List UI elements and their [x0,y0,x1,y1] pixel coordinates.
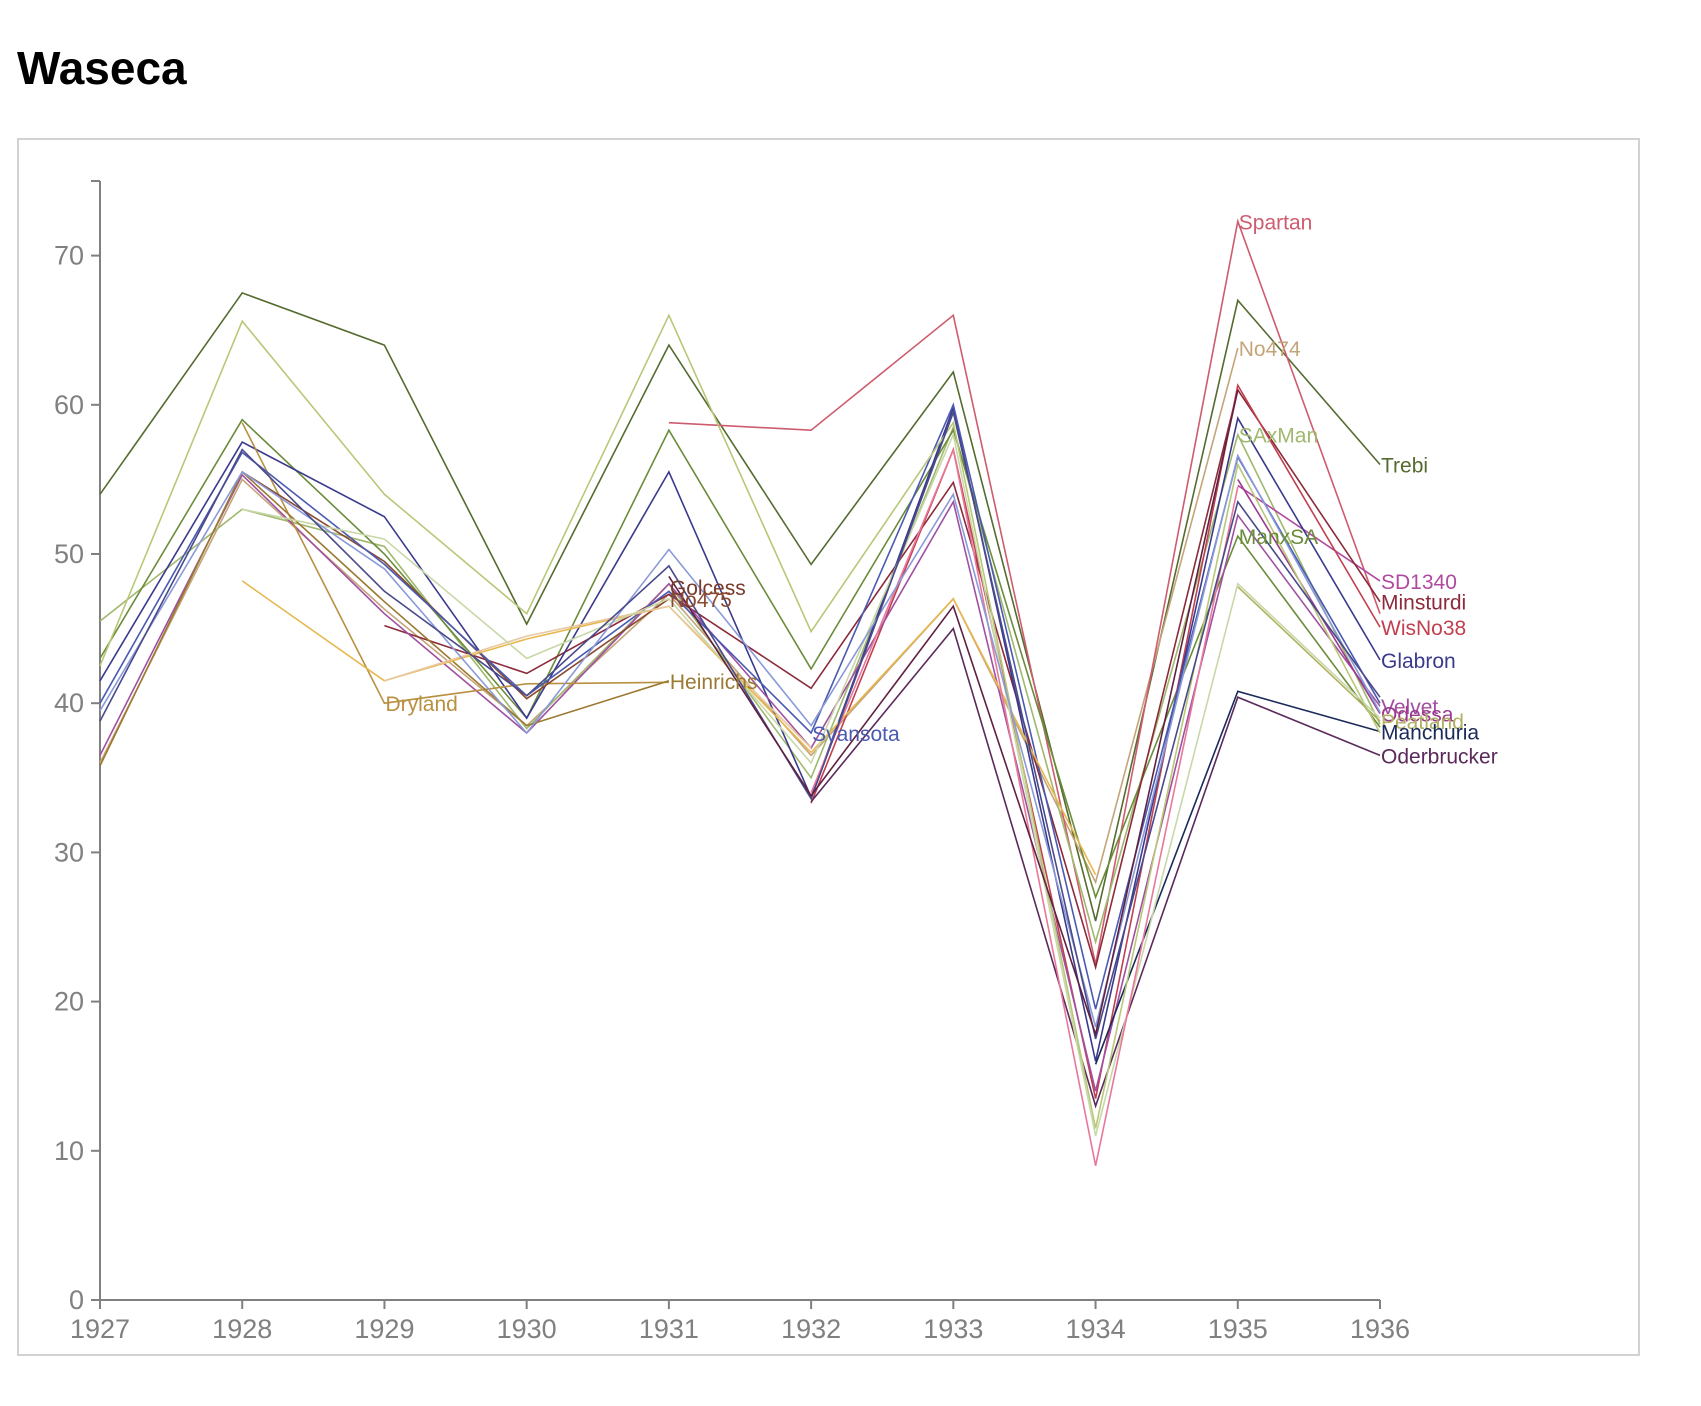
series-line [810,446,1239,1166]
series-line-minsturdi [384,387,1381,971]
series-label-svansota: Svansota [812,723,900,746]
series-line-dryland [241,422,669,705]
x-tick-label: 1934 [1066,1314,1126,1344]
series-line [668,389,1239,1038]
series-label-saxman: SAxMan [1239,425,1318,448]
series-line [99,313,1381,1129]
series-label-dryland: Dryland [385,693,457,716]
series-label-heinrichs: Heinrichs [670,671,758,694]
x-tick-label: 1930 [497,1314,557,1344]
series-line [99,453,1381,1028]
series-label-odessa: Odessa [1381,704,1454,727]
series-line [384,605,812,749]
series-label-minsturdi: Minsturdi [1381,592,1466,615]
series-line [241,580,1097,876]
series-line-svansota [99,402,1381,1010]
series-label-oderbrucker: Oderbrucker [1381,745,1498,768]
series-label-trebi: Trebi [1381,454,1428,477]
y-tick-label: 60 [54,390,84,420]
series-labels: Trebi No474 Spartan SAxMan ManxSA SD1340Minst… [385,211,1497,768]
series-label-velvet: Velvet [1381,696,1438,719]
axes: 0 10 20 30 40 50 60 70 1927 1928 1929 1930 1931 1932 1… [54,180,1410,1344]
series-line-oderbrucker [810,626,1381,1109]
x-tick-label: 1932 [781,1314,841,1344]
series-label-glabron: Glabron [1381,650,1456,673]
series-label-peatland: Peatland [1381,711,1464,734]
x-tick-label: 1927 [70,1314,130,1344]
series-line-peatland [1237,586,1381,722]
series-label-manxsa: ManxSA [1239,526,1318,549]
x-tick-label: 1931 [639,1314,699,1344]
x-tick-label: 1935 [1208,1314,1268,1344]
y-tick-label: 50 [54,539,84,569]
series-line-manxsa [99,418,1381,900]
series-label-no475: No475 [670,589,732,612]
series-line-odessa [1237,478,1381,715]
x-tick-label: 1936 [1350,1314,1410,1344]
y-tick-label: 30 [54,837,84,867]
x-tick-label: 1928 [212,1314,272,1344]
y-tick-label: 20 [54,987,84,1017]
series-label-wisno38: WisNo38 [1381,617,1466,640]
y-tick-label: 0 [69,1285,84,1315]
series-line-heinrichs [99,470,670,767]
series-label-spartan: Spartan [1239,211,1313,234]
series-line [242,431,1381,1137]
x-tick-label: 1929 [354,1314,414,1344]
x-tick-label: 1933 [923,1314,983,1344]
series-label-golcess: Golcess [670,577,746,600]
page-title: Waseca [17,42,187,94]
series-line-velvet [99,473,1381,1092]
series-line-trebi [99,291,1381,922]
y-tick-label: 10 [54,1136,84,1166]
series-line-wisno38 [810,383,1381,1099]
series-label-no474: No474 [1239,338,1301,361]
y-tick-label: 70 [54,241,84,271]
series-label-manchuria: Manchuria [1381,722,1479,745]
y-tick-label: 40 [54,688,84,718]
series-line [99,409,1381,1040]
series-line-spartan [668,218,1381,965]
series-label-sd1340: SD1340 [1381,571,1457,594]
chart-frame [17,138,1640,1356]
series-lines [99,218,1381,1166]
